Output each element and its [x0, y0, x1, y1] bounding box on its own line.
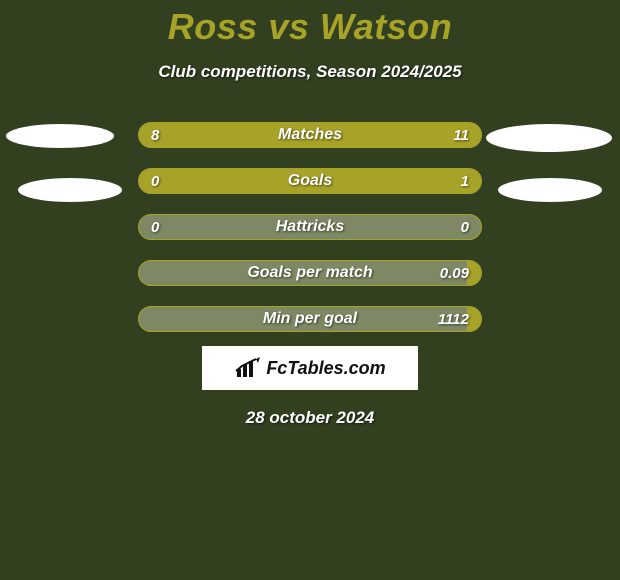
stats-bars: Matches811Goals01Hattricks00Goals per ma… [138, 122, 482, 332]
bar-value-left: 0 [151, 215, 159, 239]
bar-value-right: 1 [461, 169, 469, 193]
bar-label: Hattricks [139, 215, 481, 239]
bar-value-right: 11 [453, 123, 469, 147]
bar-value-right: 0.09 [440, 261, 469, 285]
bar-label: Min per goal [139, 307, 481, 331]
bar-value-left: 8 [151, 123, 159, 147]
bar-label: Goals [139, 169, 481, 193]
content-root: Ross vs Watson Club competitions, Season… [0, 0, 620, 580]
player-badge-left-2 [18, 178, 122, 202]
brand-box: FcTables.com [202, 346, 418, 390]
bar-label: Matches [139, 123, 481, 147]
player-badge-right-2 [498, 178, 602, 202]
brand-chart-icon [234, 357, 260, 379]
stat-bar: Goals0 1 [138, 168, 482, 194]
bar-label: Goals per match [139, 261, 481, 285]
brand-text: FcTables.com [266, 358, 385, 379]
stat-bar: Goals per match0.09 [138, 260, 482, 286]
bar-value-left: 0 [151, 169, 159, 193]
stat-bar: Min per goal1112 [138, 306, 482, 332]
bar-value-right: 1112 [438, 307, 469, 331]
player-badge-left-1 [6, 124, 114, 148]
subtitle: Club competitions, Season 2024/2025 [0, 62, 620, 82]
stat-bar: Hattricks0 0 [138, 214, 482, 240]
player-badge-right-1 [486, 124, 612, 152]
stat-bar: Matches8 11 [138, 122, 482, 148]
bar-value-right: 0 [461, 215, 469, 239]
date-line: 28 october 2024 [0, 408, 620, 428]
page-title: Ross vs Watson [0, 6, 620, 48]
